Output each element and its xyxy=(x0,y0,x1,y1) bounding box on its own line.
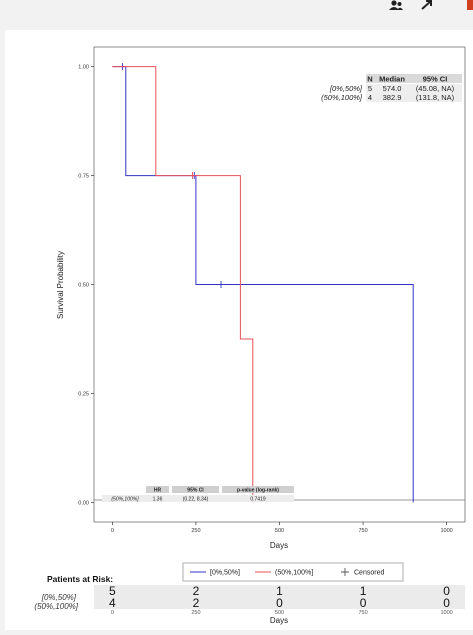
risk-x-tick-label: 1000 xyxy=(440,610,452,616)
expand-icon[interactable] xyxy=(421,0,433,10)
median-header-n: N xyxy=(367,75,372,84)
median-header-ci: 95% CI xyxy=(423,75,448,84)
legend-label-group-1: [0%,50%] xyxy=(210,570,240,577)
y-axis-label: Survival Probability xyxy=(56,251,65,319)
hr-row-label: (50%,100%] xyxy=(111,497,139,503)
risk-row-label-1: [0%,50%] xyxy=(41,593,77,602)
legend: [0%,50%] (50%,100%] Censored xyxy=(183,563,403,581)
median-row-n-1: 5 xyxy=(368,84,372,93)
median-row-n-2: 4 xyxy=(368,93,372,102)
x-axis-label: Days xyxy=(270,541,288,550)
y-tick-label: 1.00 xyxy=(78,65,89,71)
toolbar xyxy=(373,0,473,14)
x-tick-label: 1000 xyxy=(440,528,452,534)
risk-table-title: Patients at Risk: xyxy=(47,574,113,584)
median-row-ci-1: (45.08, NA) xyxy=(416,84,455,93)
risk-x-axis-label: Days xyxy=(270,616,288,625)
median-row-ci-2: (131.8, NA) xyxy=(416,93,455,102)
median-row-median-1: 574.0 xyxy=(383,84,402,93)
close-icon[interactable] xyxy=(467,0,473,10)
legend-label-censored: Censored xyxy=(354,570,384,577)
km-chart: 0.000.250.500.751.00 0 250 500 750 1000 Surv… xyxy=(5,30,473,630)
y-tick-label: 0.50 xyxy=(78,283,89,289)
risk-value: 2 xyxy=(193,596,200,610)
x-tick-label: 0 xyxy=(111,528,114,534)
median-row-median-2: 382.9 xyxy=(383,93,402,102)
x-tick-label: 500 xyxy=(275,528,284,534)
risk-value: 0 xyxy=(443,596,450,610)
risk-x-tick-label: 250 xyxy=(191,610,200,616)
median-header-median: Median xyxy=(379,75,405,84)
y-tick-label: 0.75 xyxy=(78,174,89,180)
hr-header-p: p-value (log-rank) xyxy=(237,488,279,494)
risk-row-label-2: (50%,100%] xyxy=(34,602,78,611)
hr-row-p: 0.7419 xyxy=(250,497,266,503)
hr-header-hr: HR xyxy=(154,488,162,494)
x-tick-label: 750 xyxy=(358,528,367,534)
median-row-label-2: (50%,100%] xyxy=(321,93,363,102)
x-axis: 0 250 500 750 1000 xyxy=(111,522,453,534)
median-row-label-1: [0%,50%] xyxy=(329,84,363,93)
risk-x-tick-label: 750 xyxy=(358,610,367,616)
users-icon[interactable] xyxy=(389,0,403,10)
risk-value: 4 xyxy=(109,596,116,610)
risk-value: 0 xyxy=(360,596,367,610)
y-tick-label: 0.00 xyxy=(78,500,89,506)
y-tick-label: 0.25 xyxy=(78,391,89,397)
risk-value: 0 xyxy=(276,596,283,610)
x-tick-label: 250 xyxy=(191,528,200,534)
hr-header-ci: 95% CI xyxy=(187,488,204,494)
plot-panel: 0.00 0.25 0.50 0.75 1.00 0 250 500 750 1000 Surv… xyxy=(5,30,473,630)
hr-row-ci: (0.22, 8.34) xyxy=(183,497,209,503)
risk-x-tick-label: 0 xyxy=(111,610,114,616)
hr-row-hr: 1.36 xyxy=(153,497,163,503)
legend-label-group-2: (50%,100%] xyxy=(275,570,313,577)
y-axis: 0.00 0.25 0.50 0.75 1.00 xyxy=(78,65,94,507)
